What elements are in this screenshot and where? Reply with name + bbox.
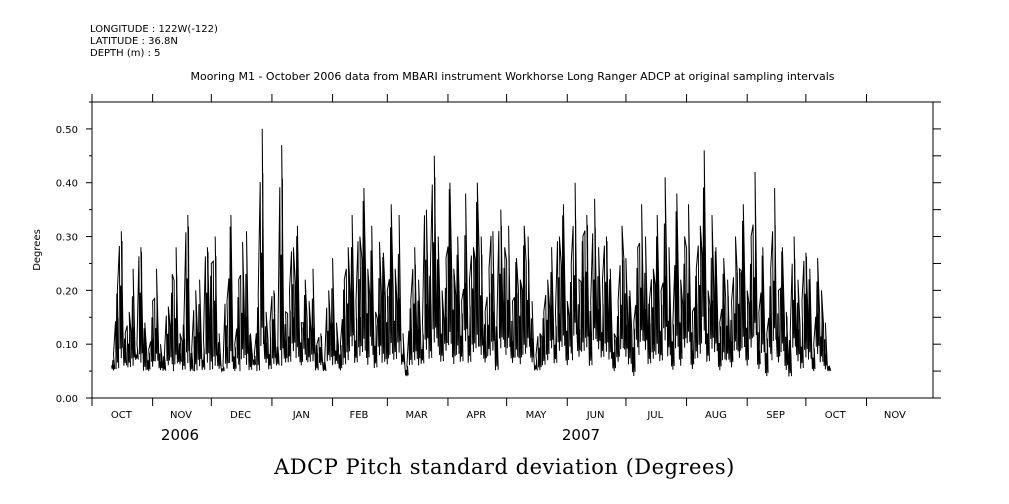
y-tick-label: 0.20	[56, 286, 78, 297]
x-year-label: 2007	[562, 426, 600, 444]
x-month-label: APR	[466, 410, 486, 421]
x-year-label: 2006	[161, 426, 199, 444]
x-month-label: NOV	[170, 410, 192, 421]
latitude-label: LATITUDE : 36.8N	[90, 36, 178, 47]
y-tick-label: 0.40	[56, 179, 78, 190]
longitude-label: LONGITUDE : 122W(-122)	[90, 24, 218, 35]
y-tick-label: 0.00	[56, 394, 78, 405]
y-axis-label: Degrees	[32, 229, 43, 271]
y-tick-label: 0.50	[56, 125, 78, 136]
x-axis: OCT NOV DEC JAN FEB MAR APR MAY JUN JUL AUG SEP OCT N…	[91, 94, 906, 444]
x-month-label: MAY	[526, 410, 548, 421]
x-month-label: OCT	[111, 410, 133, 421]
x-month-label: OCT	[825, 410, 847, 421]
x-month-label: SEP	[766, 410, 785, 421]
x-month-label: JUL	[646, 410, 663, 421]
x-month-label: JAN	[292, 410, 310, 421]
series-line	[111, 128, 832, 377]
x-month-label: NOV	[884, 410, 906, 421]
plot-title: Mooring M1 - October 2006 data from MBAR…	[190, 70, 835, 83]
y-axis-right	[933, 101, 941, 399]
x-month-label: JUN	[586, 410, 605, 421]
x-month-label: DEC	[230, 410, 251, 421]
series-group	[111, 128, 832, 377]
x-month-label: AUG	[705, 410, 727, 421]
chart-caption: ADCP Pitch standard deviation (Degrees)	[274, 455, 735, 479]
plot-frame	[91, 101, 934, 399]
y-tick-label: 0.10	[56, 340, 78, 351]
y-axis: 0.00 0.10 0.20 0.30 0.40 0.50	[56, 101, 92, 405]
x-month-label: FEB	[349, 410, 368, 421]
depth-label: DEPTH (m) : 5	[90, 48, 161, 59]
y-tick-label: 0.30	[56, 233, 78, 244]
x-month-label: MAR	[405, 410, 427, 421]
